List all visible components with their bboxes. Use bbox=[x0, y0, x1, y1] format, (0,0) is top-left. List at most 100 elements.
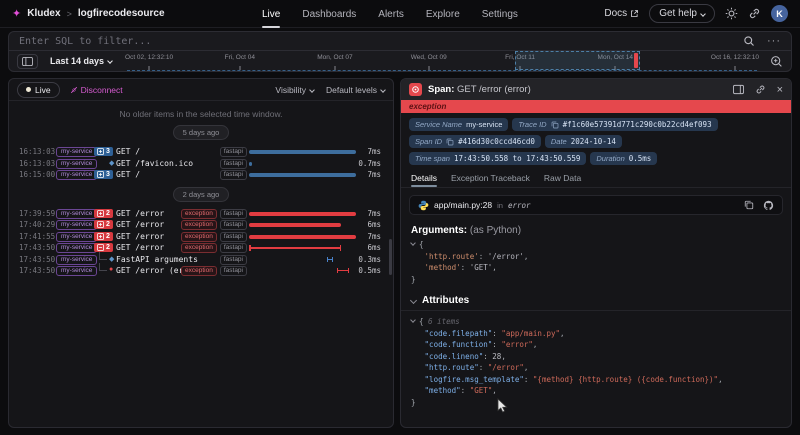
fastapi-tag: fastapi bbox=[219, 170, 247, 180]
meta-badge-time-span: Time span 17:43:50.558 to 17:43:50.559 bbox=[409, 152, 587, 165]
trace-row-name: GET / bbox=[116, 170, 141, 179]
share-link-icon[interactable] bbox=[748, 7, 761, 20]
attributes-heading[interactable]: Attributes bbox=[401, 285, 791, 311]
span-count-badge[interactable]: 3 bbox=[94, 147, 113, 156]
meta-badge-label: Span ID bbox=[415, 137, 443, 146]
timeline-selection[interactable] bbox=[515, 51, 640, 70]
span-count-badge[interactable]: 2 bbox=[94, 208, 113, 218]
span-count-badge[interactable]: 2 bbox=[94, 243, 113, 252]
theme-toggle-icon[interactable] bbox=[725, 7, 738, 20]
tab-exception-traceback[interactable]: Exception Traceback bbox=[450, 173, 530, 183]
tree-elbow bbox=[99, 251, 107, 260]
trace-row-time: 16:15:00 bbox=[19, 170, 56, 179]
nav-item-dashboards[interactable]: Dashboards bbox=[302, 8, 357, 20]
span-detail-panel: Span: GET /error (error) × exception Ser… bbox=[400, 78, 792, 428]
fastapi-tag: fastapi bbox=[219, 243, 247, 253]
time-range-dropdown[interactable]: Last 14 days bbox=[50, 56, 113, 66]
service-tag: my-service bbox=[56, 266, 98, 276]
sidebar-toggle-button[interactable] bbox=[17, 53, 38, 69]
trace-row[interactable]: 17:39:59 my-service 2 GET /error exception fa… bbox=[9, 208, 393, 220]
logfire-logo-icon: ✦ bbox=[12, 8, 22, 20]
close-icon[interactable]: × bbox=[776, 83, 783, 96]
timeline-tick-mark bbox=[734, 66, 736, 70]
code-location-file[interactable]: app/main.py:28 bbox=[434, 200, 493, 210]
service-tag: my-service bbox=[56, 170, 98, 180]
trace-row[interactable]: 17:43:50 my-service ◆ FastAPI arguments fast… bbox=[9, 251, 393, 266]
code-line: { 6 items bbox=[410, 316, 781, 328]
copy-icon[interactable] bbox=[744, 200, 754, 210]
trace-row-time: 16:13:03 bbox=[19, 158, 56, 168]
fastapi-tag: fastapi bbox=[219, 254, 247, 265]
dock-panel-icon[interactable] bbox=[732, 84, 744, 95]
breadcrumb-project[interactable]: logfirecodesource bbox=[77, 8, 165, 19]
nav-item-live[interactable]: Live bbox=[262, 0, 281, 28]
span-count-badge[interactable]: 3 bbox=[94, 170, 113, 179]
github-icon[interactable] bbox=[763, 200, 774, 211]
time-gap-pill: 5 days ago bbox=[172, 125, 230, 140]
trace-row[interactable]: 17:40:29 my-service 2 GET /error exception fa… bbox=[9, 219, 393, 231]
code-location-bar: app/main.py:28 in error bbox=[409, 195, 783, 215]
trace-row-time: 17:39:59 bbox=[19, 208, 56, 218]
left-panel-scrollbar[interactable] bbox=[389, 239, 392, 275]
trace-row-tags: exception fastapi bbox=[149, 231, 247, 242]
trace-row[interactable]: 17:43:50 my-service ● GET /error (error) exc… bbox=[9, 263, 393, 277]
sql-filter-input[interactable]: Enter SQL to filter... bbox=[19, 35, 152, 47]
meta-badge-value: #416d30c0ccd46cd0 bbox=[458, 137, 535, 146]
span-meta-badges: Service Name my-service Trace ID #f1c60e573… bbox=[401, 113, 791, 167]
visibility-dropdown[interactable]: Visibility bbox=[275, 85, 315, 95]
trace-row[interactable]: 16:13:03 my-service 3 GET / fastapi 7ms bbox=[9, 146, 393, 158]
span-count-badge[interactable]: 2 bbox=[94, 220, 113, 229]
error-level-icon bbox=[409, 83, 422, 96]
tab-details[interactable]: Details bbox=[411, 173, 437, 187]
search-icon[interactable] bbox=[743, 35, 755, 47]
trace-row[interactable]: 17:43:50 my-service 2 GET /error exception fa… bbox=[9, 242, 393, 254]
trace-row[interactable]: 16:15:00 my-service 3 GET / fastapi 7ms bbox=[9, 169, 393, 181]
user-avatar[interactable]: K bbox=[771, 5, 788, 22]
nav-item-explore[interactable]: Explore bbox=[425, 8, 460, 20]
live-toggle-button[interactable]: Live bbox=[17, 81, 60, 98]
code-line: "code.lineno": 28, bbox=[424, 351, 506, 361]
trace-row[interactable]: 16:13:03 my-service ◆ GET /favicon.ico fasta… bbox=[9, 158, 393, 170]
trace-row-name: GET /error bbox=[116, 243, 165, 252]
copy-link-icon[interactable] bbox=[755, 84, 766, 95]
exception-tag: exception bbox=[181, 231, 217, 242]
disconnect-button[interactable]: Disconnect bbox=[70, 85, 123, 95]
more-options-button[interactable]: ··· bbox=[767, 35, 781, 47]
timeline-selection-marker bbox=[633, 53, 638, 68]
chevron-down-icon bbox=[380, 86, 386, 93]
fastapi-tag: fastapi bbox=[219, 147, 247, 157]
trace-row-duration: 0.5ms bbox=[358, 266, 381, 275]
zoom-in-icon[interactable] bbox=[770, 55, 783, 68]
copy-icon[interactable] bbox=[446, 138, 454, 146]
code-line: { bbox=[410, 239, 781, 251]
breadcrumb-separator: > bbox=[66, 8, 72, 19]
docs-link[interactable]: Docs bbox=[604, 8, 639, 19]
exception-tag: exception bbox=[181, 208, 217, 219]
span-count-badge[interactable]: 2 bbox=[94, 231, 113, 241]
default-levels-dropdown[interactable]: Default levels bbox=[326, 85, 386, 95]
chevron-down-icon bbox=[700, 10, 706, 17]
timeline-tick-mark bbox=[239, 66, 241, 70]
timeline-tick-mark bbox=[428, 66, 430, 70]
breadcrumb-org[interactable]: Kludex bbox=[27, 8, 61, 19]
trace-row-tags: fastapi bbox=[149, 147, 247, 157]
code-line: "http.route": "/error", bbox=[424, 363, 529, 372]
timeline-tick-label: Oct 02, 12:32:10 bbox=[125, 54, 174, 61]
collapse-chevron-icon[interactable] bbox=[410, 317, 416, 323]
nav-item-alerts[interactable]: Alerts bbox=[378, 8, 404, 20]
error-dot-icon: ● bbox=[109, 266, 114, 273]
trace-row[interactable]: 17:41:55 my-service 2 GET /error exception fa… bbox=[9, 231, 393, 243]
trace-row-tags: exception fastapi bbox=[149, 266, 247, 276]
time-gap-pill: 2 days ago bbox=[172, 186, 230, 202]
timeline-track[interactable]: Oct 02, 12:32:10 Fri, Oct 04 Mon, Oct 07 We… bbox=[125, 51, 759, 71]
trace-row-tags: exception fastapi bbox=[149, 220, 247, 230]
tab-raw-data[interactable]: Raw Data bbox=[543, 173, 582, 183]
copy-icon[interactable] bbox=[551, 121, 559, 129]
nav-item-settings[interactable]: Settings bbox=[481, 8, 518, 20]
timeline-tick-mark bbox=[148, 66, 150, 70]
trace-row-name: GET /error bbox=[116, 220, 165, 229]
main-nav: Live Dashboards Alerts Explore Settings bbox=[262, 0, 518, 28]
get-help-button[interactable]: Get help bbox=[649, 4, 715, 23]
collapse-chevron-icon[interactable] bbox=[410, 240, 416, 246]
